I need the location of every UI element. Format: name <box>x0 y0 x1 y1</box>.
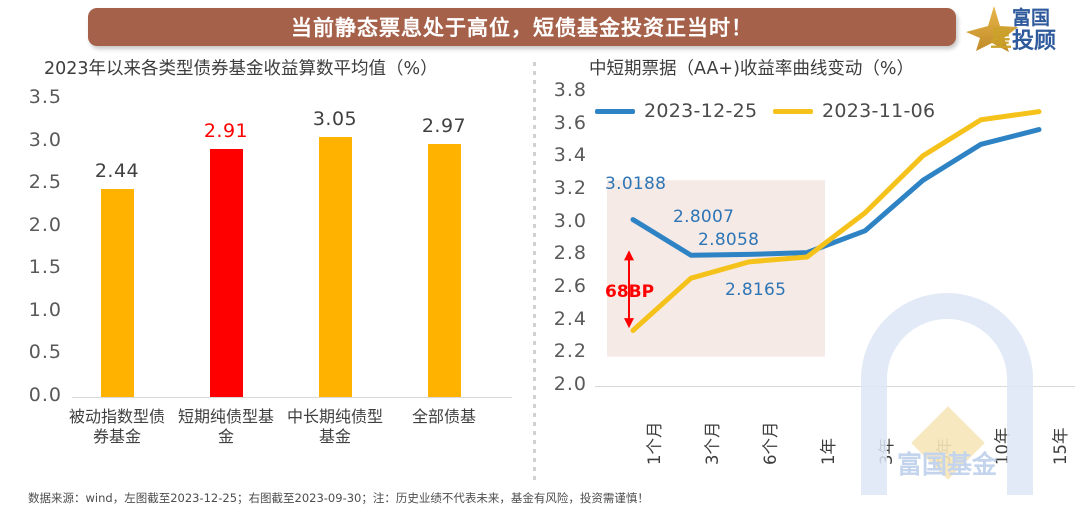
bar-value-label-1: 2.91 <box>203 120 249 143</box>
line-chart-x-label-6: 10年 <box>993 427 1012 466</box>
banner-title: 当前静态票息处于高位，短债基金投资正当时！ <box>291 16 753 40</box>
line-chart-y-tick: 2.2 <box>553 340 587 363</box>
bar-value-label-0: 2.44 <box>94 160 140 183</box>
line-series-0[interactable] <box>630 127 1042 258</box>
bar-0[interactable] <box>101 189 134 397</box>
bar-value-label-2: 3.05 <box>312 108 358 131</box>
bar-value-label-3: 2.97 <box>421 115 467 138</box>
line-chart-x-label-2: 6个月 <box>761 421 780 466</box>
line-chart-y-tick: 3.8 <box>553 79 587 101</box>
line-series-1[interactable] <box>630 109 1042 333</box>
annotation-value-6m: 2.8058 <box>698 230 760 250</box>
line-chart-y-tick: 2.6 <box>553 275 587 297</box>
line-chart-y-tick: 3.6 <box>553 111 587 134</box>
bar-3[interactable] <box>428 144 461 397</box>
annotation-value-1m: 3.0188 <box>605 174 667 194</box>
bar-category-label-1: 短期纯债型基金 <box>177 407 274 446</box>
legend-item-series-0[interactable]: 2023-12-25 <box>595 100 757 122</box>
legend-label-series-0: 2023-12-25 <box>644 100 758 122</box>
line-chart-x-label-0: 1个月 <box>645 421 664 466</box>
line-chart-x-label-5: 5年 <box>935 438 954 465</box>
bar-category-label-0: 被动指数型债券基金 <box>68 407 165 446</box>
bar-category-label-2: 中长期纯债型基金 <box>286 407 383 446</box>
line-chart-x-label-3: 1年 <box>819 438 838 465</box>
line-chart-y-tick: 2.0 <box>553 373 587 395</box>
bar-chart-y-tick: 0.5 <box>28 341 62 364</box>
bar-chart-panel: 2023年以来各类型债券基金收益算数平均值（%） 3.5 3.0 2.5 2.0 1.5… <box>0 55 533 485</box>
panel-divider <box>533 62 536 482</box>
line-chart-plot-area <box>607 109 1042 357</box>
line-chart-y-tick: 3.2 <box>553 177 587 199</box>
legend-swatch-yellow <box>773 108 813 114</box>
svg-text:星: 星 <box>990 27 1012 52</box>
bar-chart-y-tick: 2.5 <box>28 171 62 194</box>
line-chart-y-tick: 2.8 <box>553 242 587 265</box>
legend-swatch-blue <box>595 108 635 114</box>
bar-chart-y-tick: 0.0 <box>28 384 62 406</box>
bar-2[interactable] <box>319 137 352 397</box>
legend-label-series-1: 2023-11-06 <box>822 100 936 122</box>
bar-chart-y-tick: 3.0 <box>28 128 62 151</box>
line-chart-y-tick: 3.0 <box>553 209 587 232</box>
footnote-source: 数据来源：wind，左图截至2023-12-25；右图截至2023-09-30；… <box>28 491 649 505</box>
line-chart-title: 中短期票据（AA+)收益率曲线变动（%） <box>589 59 915 79</box>
line-chart-x-label-1: 3个月 <box>703 421 722 466</box>
legend-item-series-1[interactable]: 2023-11-06 <box>773 100 935 122</box>
highlight-band <box>607 180 825 357</box>
line-chart-y-tick: 2.4 <box>553 307 587 330</box>
bar-1[interactable] <box>210 149 243 397</box>
bar-chart-y-tick: 3.5 <box>28 86 62 108</box>
fuguo-xingtougu-logo: 星 富国 投顾 <box>960 2 1072 54</box>
bar-chart-x-axis-line <box>72 397 512 398</box>
line-chart-y-tick: 3.4 <box>553 144 587 167</box>
svg-text:投顾: 投顾 <box>1012 29 1056 54</box>
line-chart-panel: 中短期票据（AA+)收益率曲线变动（%） 3.8 3.6 3.4 3.2 3.0 2.8 2… <box>533 55 1080 485</box>
svg-text:富国: 富国 <box>1012 6 1050 29</box>
bar-chart-y-tick: 1.0 <box>28 298 62 321</box>
bar-chart-y-tick: 1.5 <box>28 256 62 279</box>
line-chart-x-label-7: 15年 <box>1051 427 1070 466</box>
bar-chart-y-tick: 2.0 <box>28 213 62 236</box>
bar-category-label-3: 全部债基 <box>411 407 476 426</box>
line-chart-x-axis-line <box>595 386 1075 387</box>
bar-chart-title: 2023年以来各类型债券基金收益算数平均值（%） <box>44 59 438 79</box>
annotation-value-3m: 2.8007 <box>673 207 735 227</box>
annotation-value-1y: 2.8165 <box>725 280 787 300</box>
title-banner: 当前静态票息处于高位，短债基金投资正当时！ <box>88 8 956 46</box>
line-chart-x-label-4: 3年 <box>877 438 896 465</box>
annotation-68bp: 68BP <box>605 282 655 302</box>
